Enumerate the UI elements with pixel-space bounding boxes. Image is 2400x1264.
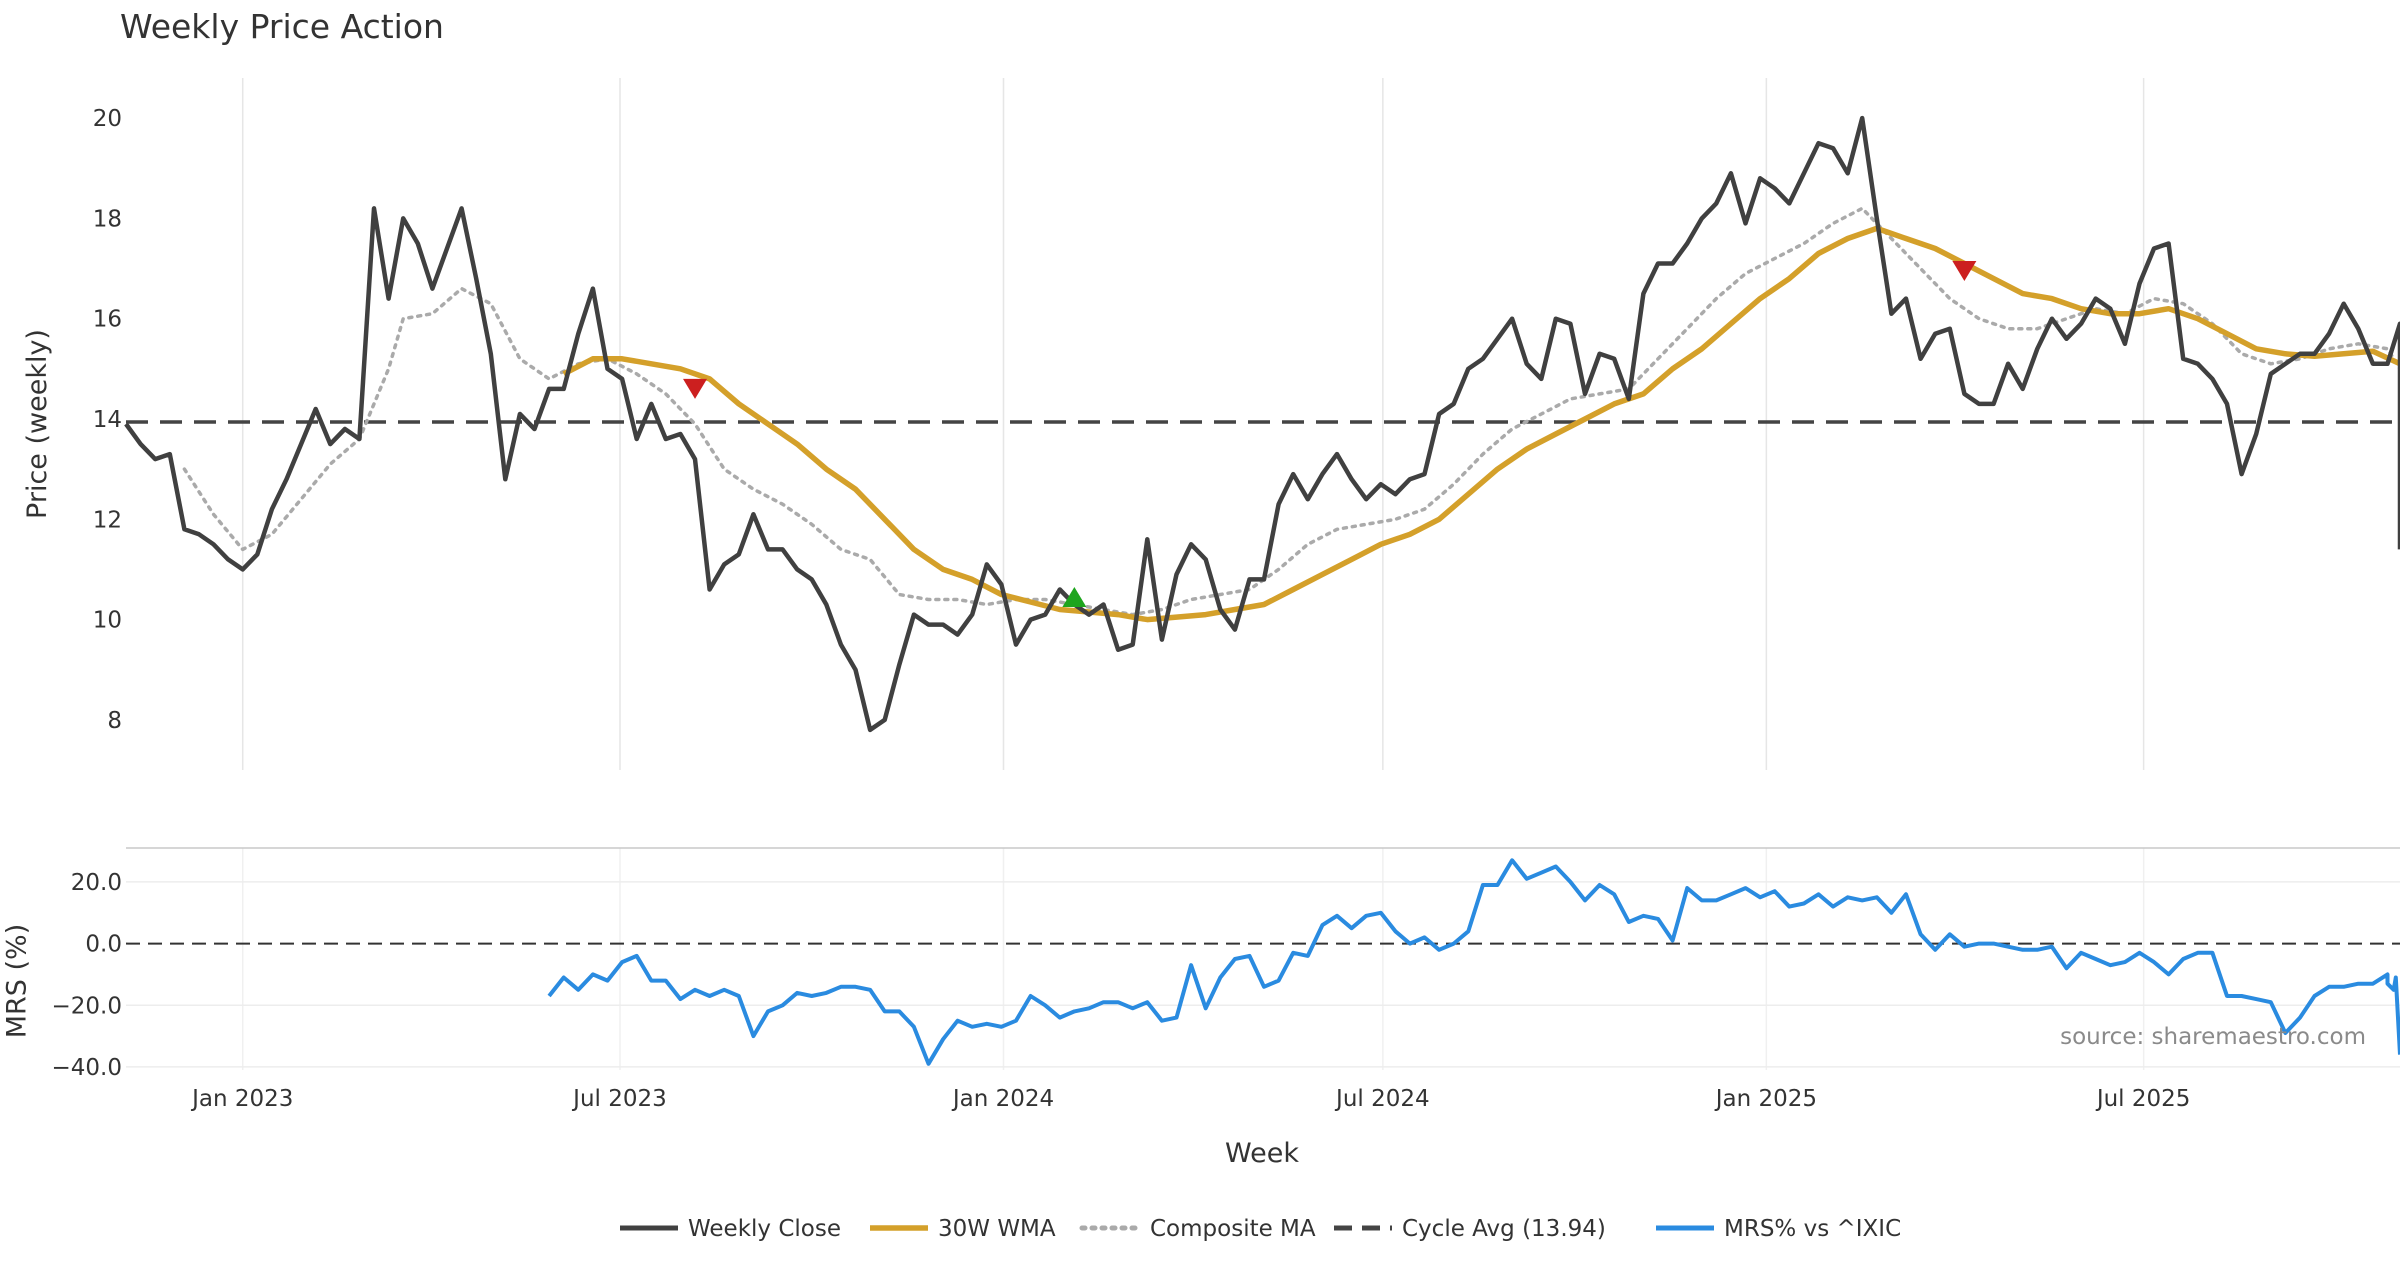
chart-title: Weekly Price Action: [120, 7, 444, 46]
price-y-tick-label: 8: [107, 708, 122, 734]
x-tick-label: Jul 2025: [2095, 1086, 2191, 1112]
price-y-tick-label: 14: [93, 407, 122, 433]
x-tick-label: Jul 2023: [571, 1086, 667, 1112]
legend-entry-label: Weekly Close: [688, 1216, 841, 1242]
legend-entry-label: Composite MA: [1150, 1216, 1316, 1242]
series-lines: [124, 115, 2400, 1066]
price-y-tick-label: 18: [93, 206, 122, 232]
mrs-y-axis-label: MRS (%): [2, 924, 33, 1039]
30w-wma-line: [562, 225, 2400, 623]
x-tick-label: Jul 2024: [1334, 1086, 1430, 1112]
x-tick-label: Jan 2024: [951, 1086, 1054, 1112]
reference-lines: [126, 420, 2400, 945]
price-y-axis-label: Price (weekly): [22, 329, 53, 519]
price-y-tick-label: 16: [93, 307, 122, 333]
x-axis-label: Week: [1225, 1138, 1299, 1169]
buy-signal-marker: [1062, 587, 1087, 607]
price-y-tick-label: 10: [93, 608, 122, 634]
mrs-y-tick-label: −20.0: [52, 993, 122, 1019]
x-tick-label: Jan 2023: [190, 1086, 293, 1112]
price-y-tick-label: 20: [93, 106, 122, 132]
x-tick-label: Jan 2025: [1714, 1086, 1817, 1112]
price-y-tick-label: 12: [93, 507, 122, 533]
mrs-vs-ixic-line: [547, 858, 2400, 1066]
legend: Weekly Close 30W WMA Composite MA Cycle Avg…: [620, 1216, 1901, 1242]
mrs-y-tick-label: −40.0: [52, 1055, 122, 1081]
legend-entry-label: 30W WMA: [938, 1216, 1056, 1242]
sell-signal-marker: [1952, 261, 1977, 282]
signal-markers: [683, 261, 1977, 607]
legend-entry-label: MRS% vs ^IXIC: [1724, 1216, 1901, 1242]
mrs-y-tick-label: 20.0: [71, 870, 122, 896]
mrs-y-tick-label: 0.0: [85, 932, 122, 958]
gridlines: [126, 78, 2400, 1070]
source-annotation: source: sharemaestro.com: [2060, 1024, 2366, 1050]
axis-ticks: Jan 2023 Jul 2023 Jan 2024 Jul 2024 Jan 2025…: [52, 106, 2191, 1112]
composite-ma-line: [182, 206, 2400, 617]
sell-signal-marker: [683, 378, 708, 399]
legend-entry-label: Cycle Avg (13.94): [1402, 1216, 1606, 1242]
weekly-close-line: [124, 115, 2400, 733]
